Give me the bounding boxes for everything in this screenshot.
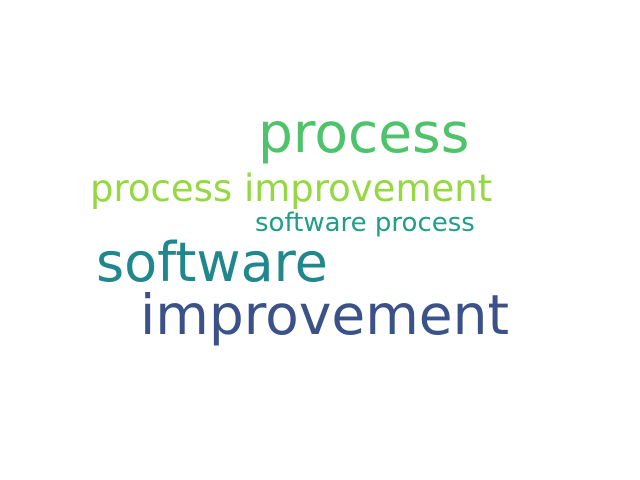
word-process-improvement: process improvement: [90, 167, 493, 210]
word-software-process: software process: [255, 208, 475, 238]
word-software: software: [96, 231, 328, 294]
word-process: process: [258, 101, 470, 165]
word-improvement: improvement: [140, 283, 510, 347]
